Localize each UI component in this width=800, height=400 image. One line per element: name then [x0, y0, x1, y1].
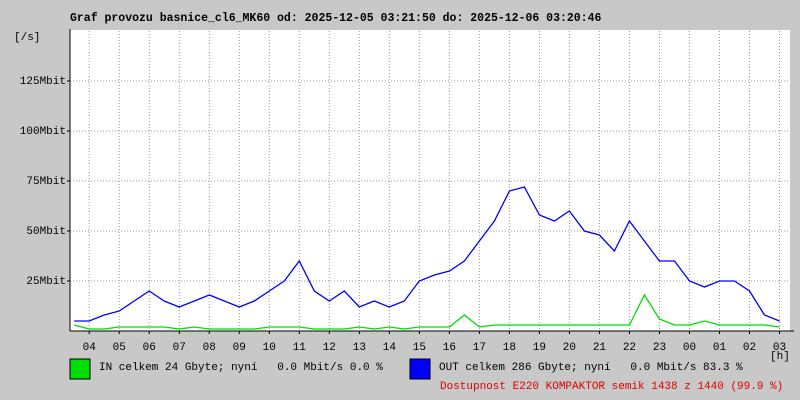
series-line [74, 293, 780, 330]
series-line [74, 186, 780, 322]
x-tick-label: 05 [113, 342, 126, 354]
y-unit: [/s] [14, 32, 40, 44]
legend-label: OUT celkem 286 Gbyte; nyní 0.0 Mbit/s 83… [439, 362, 743, 374]
x-tick-label: 16 [443, 342, 456, 354]
x-tick-label: 14 [383, 342, 397, 354]
x-tick-label: 03 [773, 342, 786, 354]
legend-swatch [409, 358, 431, 380]
y-tick-label: 50Mbit [26, 226, 66, 238]
x-tick-label: 11 [293, 342, 307, 354]
x-tick-label: 22 [623, 342, 636, 354]
x-unit: [h] [770, 351, 790, 363]
x-tick-label: 08 [203, 342, 216, 354]
legend-swatch [69, 358, 91, 380]
x-tick-label: 17 [473, 342, 486, 354]
y-tick-label: 75Mbit [26, 176, 66, 188]
x-tick-label: 10 [263, 342, 276, 354]
chart-title: Graf provozu basnice_cl6_MK60 od: 2025-1… [70, 12, 601, 25]
x-tick-label: 13 [353, 342, 366, 354]
x-tick-label: 00 [683, 342, 696, 354]
y-tick-label: 125Mbit [20, 76, 66, 88]
x-tick-label: 12 [323, 342, 336, 354]
availability-note: Dostupnost E220 KOMPAKTOR semik 1438 z 1… [440, 381, 783, 393]
x-tick-label: 07 [173, 342, 186, 354]
x-tick-label: 01 [713, 342, 727, 354]
x-tick-label: 20 [563, 342, 576, 354]
x-tick-label: 06 [143, 342, 156, 354]
y-tick-label: 25Mbit [26, 276, 66, 288]
x-tick-label: 19 [533, 342, 546, 354]
x-tick-label: 15 [413, 342, 426, 354]
x-tick-label: 23 [653, 342, 666, 354]
y-tick-label: 100Mbit [20, 126, 66, 138]
x-tick-label: 09 [233, 342, 246, 354]
x-tick-label: 18 [503, 342, 516, 354]
x-tick-label: 02 [743, 342, 756, 354]
legend-label: IN celkem 24 Gbyte; nyní 0.0 Mbit/s 0.0 … [99, 362, 383, 374]
x-tick-label: 04 [83, 342, 97, 354]
x-tick-label: 21 [593, 342, 607, 354]
